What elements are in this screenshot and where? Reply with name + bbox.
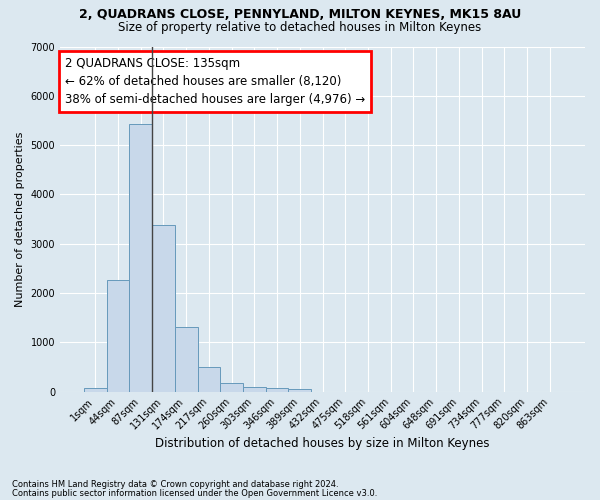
Bar — [243, 388, 266, 392]
Text: Size of property relative to detached houses in Milton Keynes: Size of property relative to detached ho… — [118, 21, 482, 34]
Bar — [266, 388, 289, 392]
X-axis label: Distribution of detached houses by size in Milton Keynes: Distribution of detached houses by size … — [155, 437, 490, 450]
Bar — [84, 388, 107, 392]
Bar — [289, 389, 311, 392]
Bar — [220, 383, 243, 392]
Text: 2 QUADRANS CLOSE: 135sqm
← 62% of detached houses are smaller (8,120)
38% of sem: 2 QUADRANS CLOSE: 135sqm ← 62% of detach… — [65, 57, 365, 106]
Bar — [130, 124, 152, 392]
Bar — [152, 226, 175, 392]
Bar — [107, 280, 130, 392]
Text: Contains public sector information licensed under the Open Government Licence v3: Contains public sector information licen… — [12, 488, 377, 498]
Text: Contains HM Land Registry data © Crown copyright and database right 2024.: Contains HM Land Registry data © Crown c… — [12, 480, 338, 489]
Bar — [175, 327, 197, 392]
Bar — [197, 368, 220, 392]
Text: 2, QUADRANS CLOSE, PENNYLAND, MILTON KEYNES, MK15 8AU: 2, QUADRANS CLOSE, PENNYLAND, MILTON KEY… — [79, 8, 521, 20]
Y-axis label: Number of detached properties: Number of detached properties — [15, 132, 25, 306]
